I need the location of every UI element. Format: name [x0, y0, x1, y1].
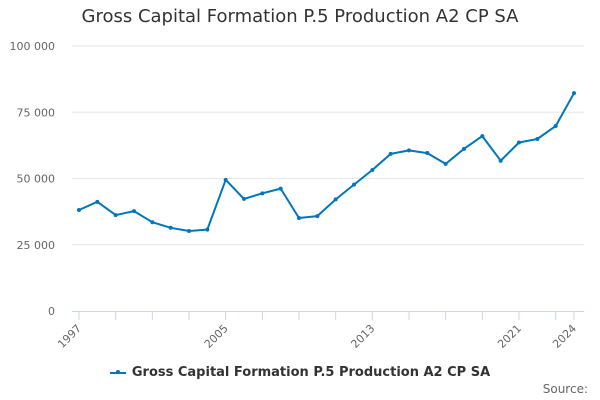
x-axis: 1997 2005 2013 2021 2024 — [55, 311, 584, 351]
series-line[interactable] — [78, 92, 575, 232]
data-point-marker[interactable] — [333, 197, 338, 202]
data-series-line[interactable] — [77, 91, 576, 233]
data-point-marker[interactable] — [278, 186, 283, 191]
y-tick-label: 25 000 — [17, 239, 56, 252]
data-point-marker[interactable] — [535, 137, 540, 142]
gridlines — [72, 45, 584, 246]
data-point-marker[interactable] — [553, 124, 558, 129]
y-axis: 0 25 000 50 000 75 000 100 000 — [10, 40, 56, 318]
data-point-marker[interactable] — [480, 134, 485, 139]
data-point-marker[interactable] — [223, 177, 228, 182]
legend-label: Gross Capital Formation P.5 Production A… — [131, 365, 491, 380]
y-tick-label: 50 000 — [17, 173, 56, 186]
legend-item[interactable]: Gross Capital Formation P.5 Production A… — [0, 365, 600, 380]
data-point-marker[interactable] — [242, 196, 246, 201]
y-tick-label: 75 000 — [17, 106, 56, 119]
data-point-marker[interactable] — [352, 182, 356, 187]
data-point-marker[interactable] — [187, 228, 191, 233]
legend-line-marker-icon — [109, 369, 126, 374]
x-tick-label: 1997 — [55, 322, 84, 351]
data-point-marker[interactable] — [95, 199, 100, 204]
data-point-marker[interactable] — [77, 208, 81, 213]
chart-title: Gross Capital Formation P.5 Production A… — [81, 6, 519, 27]
data-point-marker[interactable] — [407, 148, 411, 153]
data-point-marker[interactable] — [315, 214, 320, 219]
data-point-marker[interactable] — [113, 213, 118, 218]
data-point-marker[interactable] — [572, 91, 576, 96]
data-point-marker[interactable] — [370, 168, 375, 173]
y-tick-label: 0 — [48, 305, 55, 318]
data-point-marker[interactable] — [150, 220, 155, 225]
data-point-marker[interactable] — [517, 140, 521, 145]
data-point-marker[interactable] — [443, 161, 448, 166]
x-tick-label: 2005 — [202, 322, 231, 351]
data-point-marker[interactable] — [205, 227, 210, 232]
x-tick-label: 2024 — [550, 322, 579, 351]
data-point-marker[interactable] — [260, 191, 265, 196]
data-point-marker[interactable] — [132, 209, 136, 214]
data-point-marker[interactable] — [388, 151, 393, 156]
x-tick-label: 2013 — [348, 322, 377, 351]
data-point-marker[interactable] — [498, 158, 503, 163]
data-point-marker[interactable] — [297, 215, 301, 220]
x-tick-label: 2021 — [495, 322, 524, 351]
y-tick-label: 100 000 — [10, 40, 56, 53]
data-point-marker[interactable] — [425, 151, 430, 156]
data-point-marker[interactable] — [462, 146, 466, 151]
source-label: Source: — [542, 382, 588, 396]
data-point-marker[interactable] — [168, 225, 173, 230]
